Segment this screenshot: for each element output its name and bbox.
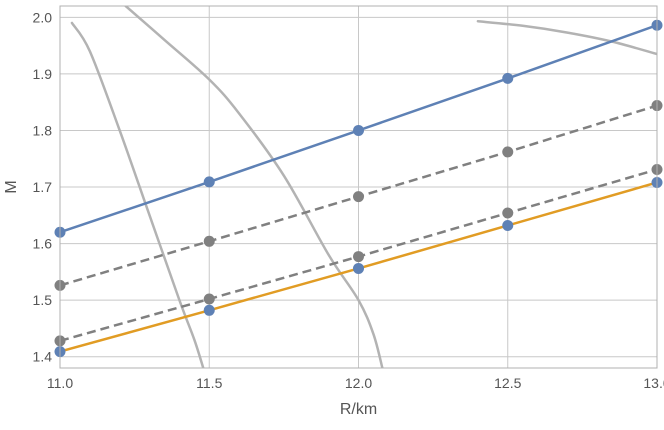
background-curve-0 [70,21,205,368]
series-2-point-3 [502,207,514,219]
y-tick-label-1: 1.5 [33,292,53,308]
series-0-point-1 [203,176,215,188]
x-tick-label-1: 11.5 [196,375,222,391]
background-curves [70,6,657,368]
plot-frame [59,5,658,369]
x-axis-label: R/km [340,401,377,418]
y-tick-label-0: 1.4 [33,349,53,365]
series-3-point-2 [353,262,364,274]
series-3-point-3 [502,219,514,231]
series-1-point-2 [353,191,364,203]
series-0-point-2 [353,124,364,136]
y-tick-label-2: 1.6 [33,236,53,252]
y-tick-label-5: 1.9 [33,66,53,82]
tick-labels: 11.0 11.5 12.0 12.5 13.0 1.4 1.5 1.6 1.7 1.8 1.9 2.… [33,9,664,391]
series-2-point-1 [203,293,215,305]
series-2-point-2 [353,251,364,263]
series-0-point-3 [502,72,514,84]
x-tick-label-4: 13.0 [643,375,664,391]
x-tick-label-3: 12.5 [494,375,521,391]
background-curve-1 [124,6,384,368]
x-tick-label-0: 11.0 [47,375,73,391]
y-tick-label-4: 1.8 [33,122,53,138]
series-1-point-3 [502,146,514,158]
background-curve-2 [476,20,657,56]
y-axis-label: M [3,180,20,193]
y-tick-label-6: 2.0 [33,9,53,25]
x-tick-label-2: 12.0 [345,375,372,391]
series-3-point-1 [203,304,215,316]
y-tick-label-3: 1.7 [33,179,53,195]
grid [59,6,658,368]
series-1-point-1 [203,235,215,247]
